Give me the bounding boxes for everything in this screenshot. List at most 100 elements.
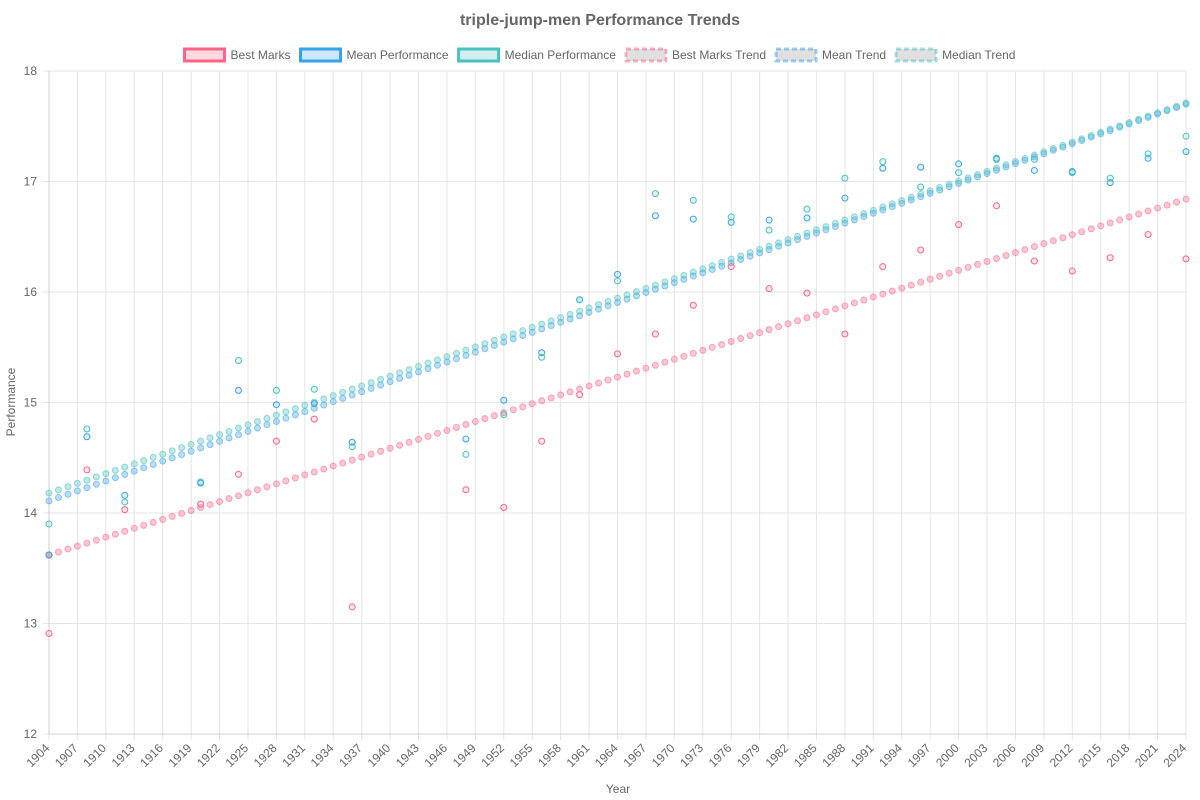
x-tick-label: 1991 (848, 741, 877, 770)
trend-point (566, 310, 574, 318)
x-tick-label: 2024 (1161, 741, 1190, 770)
trend-point (1059, 141, 1067, 149)
data-point[interactable] (462, 435, 470, 443)
data-point[interactable] (272, 401, 280, 409)
data-point[interactable] (272, 437, 280, 445)
data-point[interactable] (310, 415, 318, 423)
data-point[interactable] (803, 205, 811, 213)
data-point[interactable] (83, 466, 91, 474)
data-point[interactable] (841, 194, 849, 202)
data-point[interactable] (1030, 257, 1038, 265)
data-point[interactable] (955, 160, 963, 168)
legend-swatch[interactable] (299, 47, 343, 63)
data-point[interactable] (689, 301, 697, 309)
data-point[interactable] (917, 246, 925, 254)
trend-point (841, 302, 849, 310)
data-point[interactable] (879, 164, 887, 172)
data-point[interactable] (83, 433, 91, 441)
legend-swatch[interactable] (894, 47, 938, 63)
data-point[interactable] (765, 226, 773, 234)
x-tick-label: 1946 (421, 741, 450, 770)
data-point[interactable] (1030, 155, 1038, 163)
data-point[interactable] (500, 396, 508, 404)
data-point[interactable] (651, 190, 659, 198)
trend-point (500, 409, 508, 417)
data-point[interactable] (45, 520, 53, 528)
data-point[interactable] (803, 214, 811, 222)
trend-point (519, 332, 527, 340)
data-point[interactable] (651, 330, 659, 338)
data-point[interactable] (235, 357, 242, 365)
data-point[interactable] (651, 212, 659, 220)
data-point[interactable] (1106, 254, 1114, 262)
data-point[interactable] (1182, 148, 1190, 156)
data-point[interactable] (500, 411, 508, 419)
data-point[interactable] (879, 263, 887, 271)
trend-point (1154, 109, 1162, 117)
data-point[interactable] (462, 450, 470, 458)
trend-point (1011, 249, 1019, 257)
trend-point (936, 184, 944, 192)
data-point[interactable] (462, 486, 470, 494)
data-point[interactable] (917, 163, 925, 171)
point-series (45, 132, 1190, 528)
legend-swatch[interactable] (774, 47, 818, 63)
trend-series (45, 195, 1190, 559)
data-point[interactable] (576, 296, 584, 304)
data-point[interactable] (1030, 166, 1038, 174)
data-point[interactable] (348, 443, 356, 451)
trend-point (263, 483, 271, 491)
data-point[interactable] (993, 202, 1000, 210)
data-point[interactable] (689, 196, 697, 204)
trend-point (632, 367, 640, 375)
data-point[interactable] (1144, 231, 1152, 239)
data-point[interactable] (1182, 132, 1190, 140)
data-point[interactable] (121, 506, 129, 514)
data-point[interactable] (917, 183, 925, 191)
data-point[interactable] (689, 215, 697, 223)
data-point[interactable] (538, 437, 546, 445)
data-point[interactable] (955, 221, 963, 229)
legend-swatch[interactable] (624, 47, 668, 63)
data-point[interactable] (1068, 169, 1076, 177)
data-point[interactable] (121, 491, 129, 499)
data-point[interactable] (197, 478, 205, 486)
data-point[interactable] (955, 169, 963, 177)
data-point[interactable] (538, 353, 546, 361)
data-point[interactable] (803, 289, 811, 297)
data-point[interactable] (879, 158, 887, 166)
data-point[interactable] (45, 551, 53, 559)
data-point[interactable] (841, 330, 849, 338)
data-point[interactable] (1068, 267, 1076, 275)
data-point[interactable] (727, 263, 735, 271)
data-point[interactable] (235, 386, 242, 394)
data-point[interactable] (45, 629, 53, 637)
data-point[interactable] (500, 503, 508, 511)
data-point[interactable] (614, 270, 621, 278)
data-point[interactable] (727, 213, 735, 221)
trend-point (329, 392, 337, 400)
x-tick-label: 1976 (706, 741, 735, 770)
data-point[interactable] (1182, 255, 1190, 263)
data-point[interactable] (1106, 174, 1114, 182)
data-point[interactable] (765, 285, 773, 293)
data-point[interactable] (614, 350, 621, 358)
data-point[interactable] (348, 603, 356, 611)
data-point[interactable] (310, 385, 318, 393)
data-point[interactable] (1144, 150, 1152, 158)
legend-swatch[interactable] (183, 47, 227, 63)
trend-point (433, 429, 441, 437)
legend-swatch[interactable] (457, 47, 501, 63)
data-point[interactable] (235, 470, 242, 478)
data-point[interactable] (83, 425, 91, 433)
data-point[interactable] (576, 391, 584, 399)
data-point[interactable] (197, 500, 205, 508)
data-point[interactable] (614, 277, 621, 285)
data-point[interactable] (272, 386, 280, 394)
data-point[interactable] (121, 498, 129, 506)
data-point[interactable] (765, 216, 773, 224)
trend-point (955, 177, 963, 185)
data-point[interactable] (310, 400, 318, 408)
data-point[interactable] (841, 174, 849, 182)
data-point[interactable] (993, 155, 1000, 163)
